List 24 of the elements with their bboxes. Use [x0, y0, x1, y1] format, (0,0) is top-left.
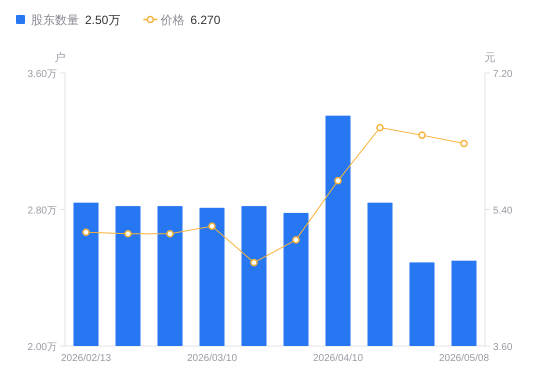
y-tick-label: 3.60万 — [28, 69, 57, 80]
legend-label: 股东数量 2.50万 — [31, 13, 120, 27]
x-tick-label: 2026/02/13 — [60, 353, 112, 364]
point — [124, 230, 132, 238]
y2-tick-label: 5.40 — [493, 206, 513, 216]
x-tick-label: 2026/03/10 — [186, 353, 238, 364]
point — [460, 140, 468, 148]
point — [166, 230, 174, 238]
y-tick-label: 2.80万 — [28, 206, 57, 216]
point — [334, 176, 342, 184]
y-axis-title: 户 — [54, 51, 66, 64]
point — [292, 236, 300, 244]
point — [82, 228, 90, 236]
x-tick-label: 2026/05/08 — [438, 353, 490, 364]
legend-label: 价格 6.270 — [159, 13, 221, 27]
y2-axis-title: 元 — [484, 52, 496, 64]
point — [208, 222, 216, 230]
y2-tick-label: 3.60 — [493, 342, 513, 353]
point — [250, 258, 258, 266]
y-tick-label: 2.00万 — [28, 342, 57, 353]
point — [418, 131, 426, 139]
x-tick-label: 2026/04/10 — [312, 353, 364, 364]
y2-tick-label: 7.20 — [493, 69, 513, 80]
point — [376, 124, 384, 132]
